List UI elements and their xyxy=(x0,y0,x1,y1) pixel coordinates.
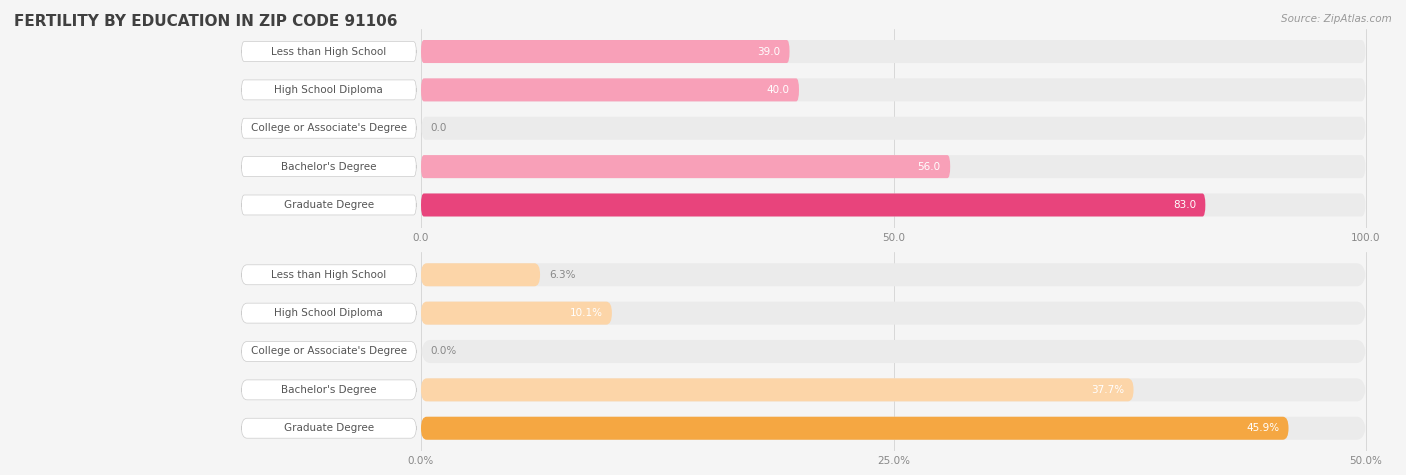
FancyBboxPatch shape xyxy=(420,117,1367,140)
Text: 6.3%: 6.3% xyxy=(550,270,576,280)
Text: College or Associate's Degree: College or Associate's Degree xyxy=(250,346,406,357)
FancyBboxPatch shape xyxy=(420,379,1367,401)
FancyBboxPatch shape xyxy=(420,302,1367,324)
FancyBboxPatch shape xyxy=(242,118,416,138)
FancyBboxPatch shape xyxy=(420,340,1367,363)
Text: 45.9%: 45.9% xyxy=(1246,423,1279,433)
Text: 10.1%: 10.1% xyxy=(569,308,602,318)
FancyBboxPatch shape xyxy=(420,78,799,101)
FancyBboxPatch shape xyxy=(420,193,1205,217)
Text: 0.0: 0.0 xyxy=(430,123,447,133)
FancyBboxPatch shape xyxy=(242,157,416,177)
FancyBboxPatch shape xyxy=(242,41,416,61)
Text: Less than High School: Less than High School xyxy=(271,270,387,280)
Text: College or Associate's Degree: College or Associate's Degree xyxy=(250,123,406,133)
FancyBboxPatch shape xyxy=(420,40,790,63)
FancyBboxPatch shape xyxy=(420,78,1367,101)
Text: High School Diploma: High School Diploma xyxy=(274,308,384,318)
FancyBboxPatch shape xyxy=(242,303,416,323)
FancyBboxPatch shape xyxy=(420,302,612,324)
Text: Bachelor's Degree: Bachelor's Degree xyxy=(281,385,377,395)
FancyBboxPatch shape xyxy=(242,418,416,438)
FancyBboxPatch shape xyxy=(420,417,1288,440)
FancyBboxPatch shape xyxy=(420,155,1367,178)
Text: 39.0: 39.0 xyxy=(756,47,780,57)
Text: 83.0: 83.0 xyxy=(1173,200,1197,210)
Text: Less than High School: Less than High School xyxy=(271,47,387,57)
FancyBboxPatch shape xyxy=(242,195,416,215)
FancyBboxPatch shape xyxy=(420,40,1367,63)
FancyBboxPatch shape xyxy=(420,263,540,286)
Text: Graduate Degree: Graduate Degree xyxy=(284,423,374,433)
FancyBboxPatch shape xyxy=(420,417,1367,440)
Text: Bachelor's Degree: Bachelor's Degree xyxy=(281,162,377,171)
FancyBboxPatch shape xyxy=(420,379,1133,401)
Text: FERTILITY BY EDUCATION IN ZIP CODE 91106: FERTILITY BY EDUCATION IN ZIP CODE 91106 xyxy=(14,14,398,29)
Text: Graduate Degree: Graduate Degree xyxy=(284,200,374,210)
Text: High School Diploma: High School Diploma xyxy=(274,85,384,95)
Text: 0.0%: 0.0% xyxy=(430,346,457,357)
FancyBboxPatch shape xyxy=(420,155,950,178)
FancyBboxPatch shape xyxy=(242,265,416,285)
Text: 40.0: 40.0 xyxy=(766,85,790,95)
FancyBboxPatch shape xyxy=(242,342,416,361)
FancyBboxPatch shape xyxy=(242,380,416,400)
FancyBboxPatch shape xyxy=(420,193,1367,217)
FancyBboxPatch shape xyxy=(420,263,1367,286)
Text: 37.7%: 37.7% xyxy=(1091,385,1123,395)
Text: Source: ZipAtlas.com: Source: ZipAtlas.com xyxy=(1281,14,1392,24)
Text: 56.0: 56.0 xyxy=(918,162,941,171)
FancyBboxPatch shape xyxy=(242,80,416,100)
